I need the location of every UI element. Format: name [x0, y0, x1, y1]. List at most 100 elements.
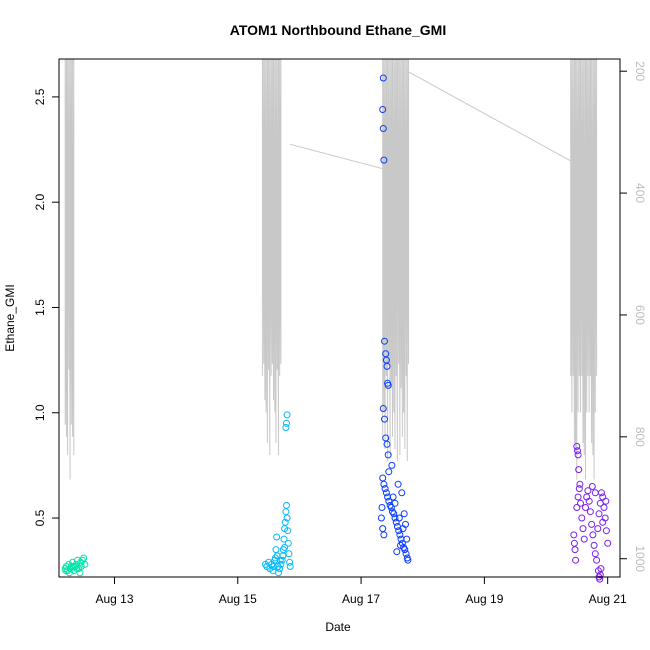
data-point: [385, 468, 393, 476]
data-point: [572, 556, 580, 564]
data-point: [276, 565, 284, 573]
data-point: [81, 560, 89, 568]
data-point: [379, 525, 387, 533]
data-point: [595, 510, 603, 518]
x-tick-label: Aug 19: [465, 592, 503, 606]
data-point: [576, 480, 584, 488]
data-point: [574, 451, 582, 459]
data-point: [393, 548, 401, 556]
data-point: [398, 489, 406, 497]
data-point: [575, 485, 583, 493]
data-point: [570, 539, 578, 547]
data-point: [588, 520, 596, 528]
data-point: [69, 563, 77, 570]
data-point: [578, 514, 586, 522]
pressure-lines: [64, 58, 598, 480]
x-tick-label: Aug 15: [219, 592, 257, 606]
data-point: [580, 535, 588, 543]
data-point: [594, 525, 602, 533]
data-point: [395, 527, 403, 535]
data-point: [379, 125, 387, 132]
data-point: [380, 156, 388, 164]
y-tick-label: 0.5: [33, 509, 47, 526]
pressure-curtain: [570, 58, 598, 480]
data-point: [573, 504, 581, 511]
data-point: [571, 546, 579, 554]
data-point: [283, 419, 290, 427]
data-point: [377, 514, 385, 522]
y-tick-label: 1.0: [33, 404, 47, 421]
data-point: [284, 527, 292, 535]
data-point: [588, 483, 596, 490]
y2-tick-label: 1000: [633, 545, 647, 572]
chart-title: ATOM1 Northbound Ethane_GMI: [230, 22, 446, 38]
data-point: [277, 560, 285, 568]
data-point: [398, 539, 406, 547]
data-points: [61, 74, 612, 583]
pressure-curtain: [382, 58, 409, 462]
data-point: [380, 531, 388, 539]
data-point: [382, 434, 390, 442]
data-point: [577, 499, 584, 507]
data-point: [391, 499, 399, 507]
data-point: [278, 556, 286, 564]
data-point: [584, 487, 592, 495]
data-point: [379, 74, 387, 82]
data-point: [381, 415, 388, 423]
data-point: [283, 501, 290, 509]
data-point: [591, 489, 599, 497]
data-point: [272, 546, 280, 554]
data-point: [600, 504, 608, 511]
data-point: [282, 424, 290, 431]
data-point: [281, 544, 289, 551]
x-tick-label: Aug 13: [95, 592, 133, 606]
data-point: [379, 405, 387, 412]
data-point: [394, 480, 402, 488]
y2-tick-label: 800: [633, 427, 647, 447]
data-point: [582, 504, 589, 511]
x-axis-label: Date: [325, 620, 351, 634]
data-point: [77, 558, 85, 566]
y2-tick-label: 600: [633, 305, 647, 325]
x-axis: Aug 13 Aug 15 Aug 17 Aug 19 Aug 21: [95, 576, 627, 606]
data-point: [602, 497, 610, 505]
data-point: [599, 493, 607, 501]
data-point: [404, 556, 412, 564]
data-point: [271, 554, 279, 562]
data-point: [381, 337, 388, 345]
data-point: [604, 539, 612, 547]
data-point: [379, 474, 387, 482]
data-point: [573, 442, 581, 450]
data-point: [597, 565, 605, 573]
data-point: [384, 381, 392, 389]
data-point: [378, 504, 386, 511]
data-point: [575, 466, 583, 474]
data-point: [403, 535, 411, 543]
data-point: [383, 362, 391, 370]
data-point: [284, 539, 292, 547]
y2-tick-label: 200: [633, 61, 647, 81]
data-point: [379, 106, 387, 113]
data-point: [593, 556, 601, 564]
data-point: [270, 563, 277, 570]
data-point: [397, 541, 404, 549]
data-point: [66, 569, 73, 577]
y2-axis: 200 400 600 800 1000: [620, 61, 647, 572]
data-point: [390, 510, 398, 518]
data-point: [391, 514, 399, 522]
x-tick-label: Aug 17: [342, 592, 380, 606]
data-point: [381, 485, 389, 493]
y-tick-label: 2.0: [33, 194, 47, 211]
data-point: [591, 550, 599, 558]
x-tick-label: Aug 21: [589, 592, 627, 606]
y-axis-label: Ethane_GMI: [3, 284, 17, 351]
y-axis: 0.5 1.0 1.5 2.0 2.5: [33, 88, 60, 526]
pressure-curtain: [64, 58, 75, 480]
data-point: [286, 563, 294, 570]
data-point: [285, 550, 293, 558]
y-tick-label: 2.5: [33, 88, 47, 105]
data-point: [283, 514, 291, 522]
data-point: [380, 480, 388, 488]
data-point: [590, 541, 598, 549]
data-point: [283, 411, 291, 419]
